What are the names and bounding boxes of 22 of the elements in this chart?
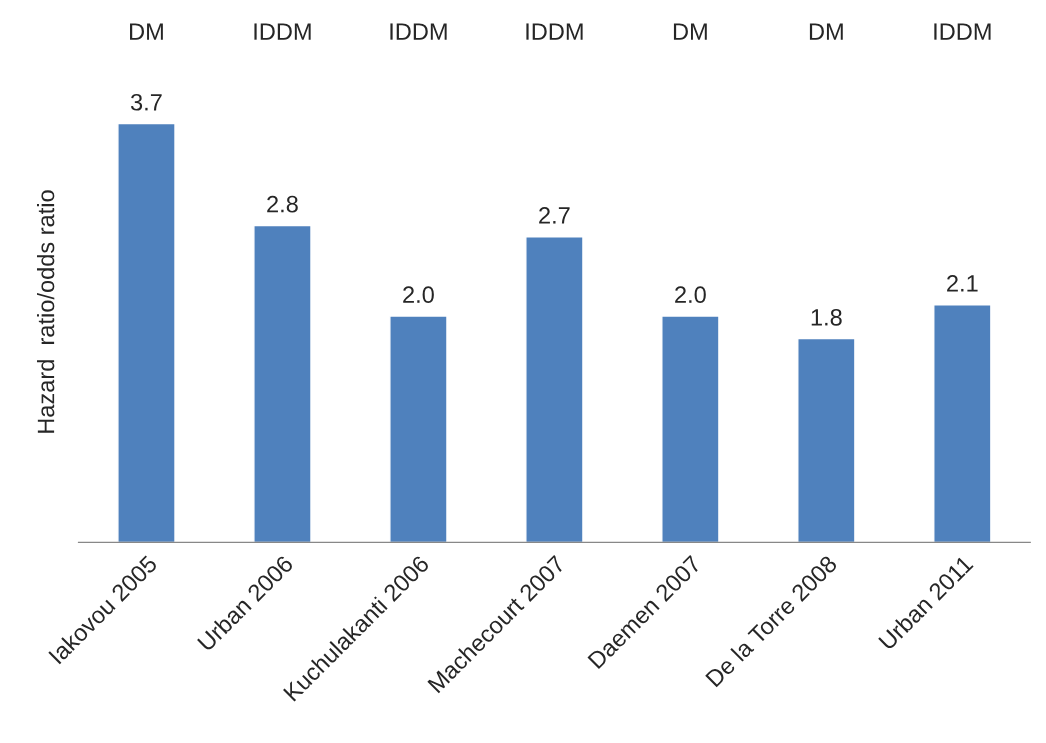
text: IDDM — [390, 23, 447, 40]
bar — [117, 122, 176, 543]
text: DM — [809, 23, 843, 40]
bar — [797, 337, 856, 543]
data-label: 1.8 — [811, 308, 842, 326]
text: DM — [130, 23, 163, 40]
bar — [389, 315, 448, 543]
text: IDDM — [526, 23, 583, 40]
text: IDDM — [934, 23, 991, 40]
text: IDDM — [254, 23, 311, 40]
data-label: 2.8 — [267, 195, 298, 213]
bar — [525, 236, 584, 543]
bar — [253, 224, 312, 543]
text: DM — [673, 23, 707, 40]
data-label: 2.7 — [539, 207, 570, 224]
bar — [933, 304, 992, 543]
y-axis-title: Hazard ratio/odds ratio — [37, 190, 55, 433]
data-label: 2.1 — [947, 274, 978, 292]
bar — [661, 315, 720, 543]
data-label: 2.0 — [403, 286, 434, 304]
data-label: 3.7 — [130, 93, 162, 111]
data-label: 2.0 — [675, 286, 706, 304]
